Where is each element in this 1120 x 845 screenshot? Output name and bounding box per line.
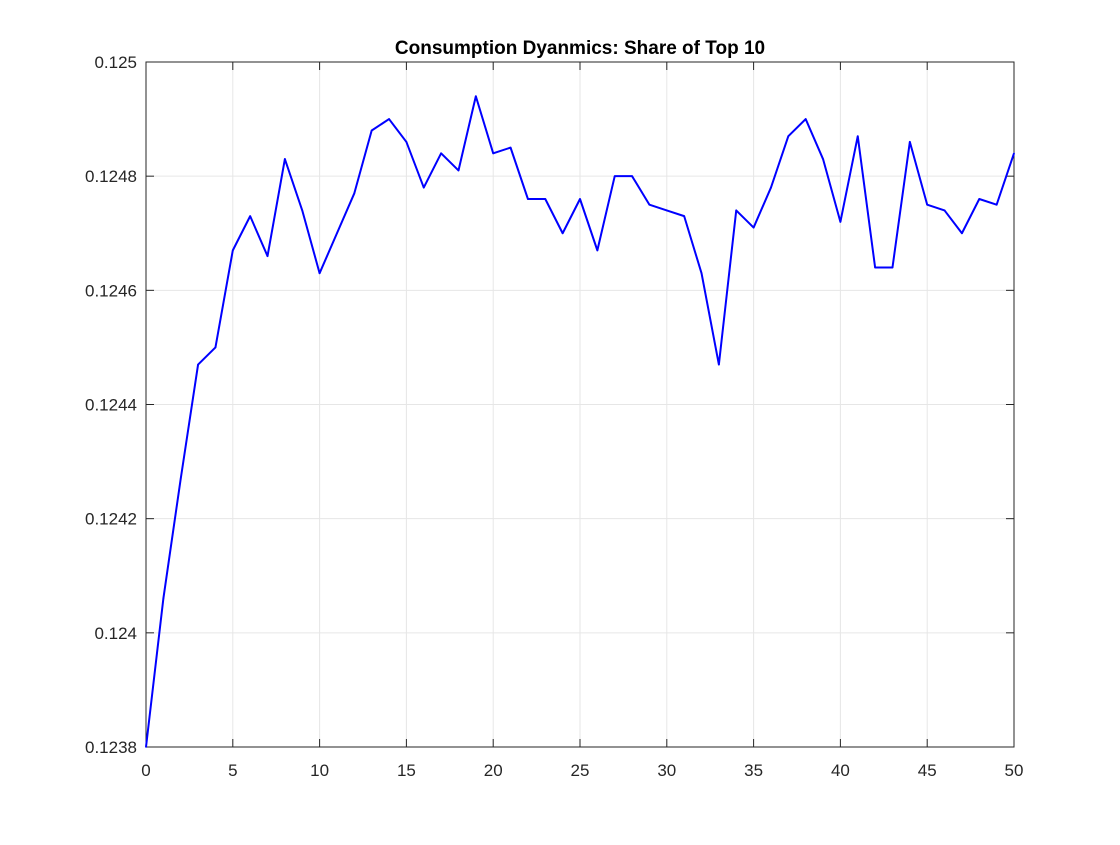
- data-point: [544, 198, 547, 200]
- y-tick-label: 0.1246: [85, 281, 137, 300]
- data-point: [700, 272, 703, 275]
- chart-title: Consumption Dyanmics: Share of Top 10: [395, 38, 765, 59]
- data-point: [301, 209, 304, 212]
- x-tick-label: 35: [744, 761, 763, 780]
- data-point: [440, 152, 442, 155]
- data-point: [179, 477, 182, 480]
- data-point: [422, 186, 425, 189]
- data-point: [666, 209, 668, 212]
- data-point: [683, 215, 685, 217]
- data-point: [648, 203, 651, 206]
- tick-marks: [145, 61, 1015, 748]
- data-point: [856, 135, 859, 138]
- data-point: [370, 129, 373, 132]
- data-point: [353, 192, 356, 195]
- y-tick-label: 0.1248: [85, 167, 137, 186]
- data-point: [266, 255, 269, 257]
- data-point: [839, 221, 842, 223]
- data-point: [561, 232, 564, 235]
- data-point: [145, 746, 147, 748]
- data-point: [475, 95, 477, 98]
- data-point: [718, 363, 720, 366]
- y-tick-label: 0.1242: [85, 510, 137, 529]
- data-point: [336, 232, 338, 235]
- data-point: [162, 597, 165, 600]
- data-point: [388, 118, 390, 120]
- data-point: [735, 209, 738, 212]
- data-point: [961, 232, 963, 235]
- data-point: [631, 175, 633, 177]
- x-tick-label: 20: [484, 761, 503, 780]
- y-tick-label: 0.125: [94, 53, 137, 72]
- data-point: [978, 198, 981, 200]
- data-point: [752, 226, 755, 229]
- data-point: [1013, 152, 1015, 155]
- data-point: [318, 272, 321, 275]
- y-tick-label: 0.124: [94, 624, 137, 643]
- data-point: [197, 363, 199, 366]
- data-point: [770, 186, 772, 189]
- data-point: [232, 249, 234, 252]
- data-point: [527, 198, 529, 200]
- data-point: [284, 158, 286, 160]
- x-tick-label: 50: [1005, 761, 1024, 780]
- data-point: [457, 169, 460, 172]
- x-tick-label: 25: [571, 761, 590, 780]
- data-point: [214, 346, 217, 349]
- data-point: [249, 215, 251, 217]
- data-point: [995, 203, 998, 206]
- data-point: [822, 158, 824, 160]
- data-point: [926, 203, 928, 206]
- x-tick-label: 10: [310, 761, 329, 780]
- data-point: [909, 141, 911, 143]
- x-tick-label: 5: [228, 761, 237, 780]
- data-point: [874, 266, 876, 269]
- x-tick-label: 0: [141, 761, 150, 780]
- data-point: [787, 135, 790, 138]
- y-tick-label: 0.1238: [85, 738, 137, 757]
- y-tick-labels: 0.1238 0.124 0.1242 0.1244 0.1246 0.1248 0.125: [85, 53, 137, 757]
- data-point: [492, 152, 495, 155]
- data-point: [613, 175, 616, 177]
- series-lines: [145, 95, 1015, 748]
- data-point: [891, 266, 894, 269]
- x-tick-labels: 0 5 10 15 20 25 30 35 40 45 50: [141, 761, 1023, 780]
- x-tick-label: 40: [831, 761, 850, 780]
- x-tick-label: 45: [918, 761, 937, 780]
- data-point: [596, 249, 599, 252]
- grid-lines: [145, 61, 1015, 748]
- data-point: [943, 209, 946, 212]
- y-tick-label: 0.1244: [85, 396, 137, 415]
- data-point: [509, 146, 512, 149]
- data-point: [804, 118, 807, 120]
- x-tick-label: 30: [657, 761, 676, 780]
- data-point: [405, 141, 408, 143]
- data-point: [579, 198, 581, 200]
- x-tick-label: 15: [397, 761, 416, 780]
